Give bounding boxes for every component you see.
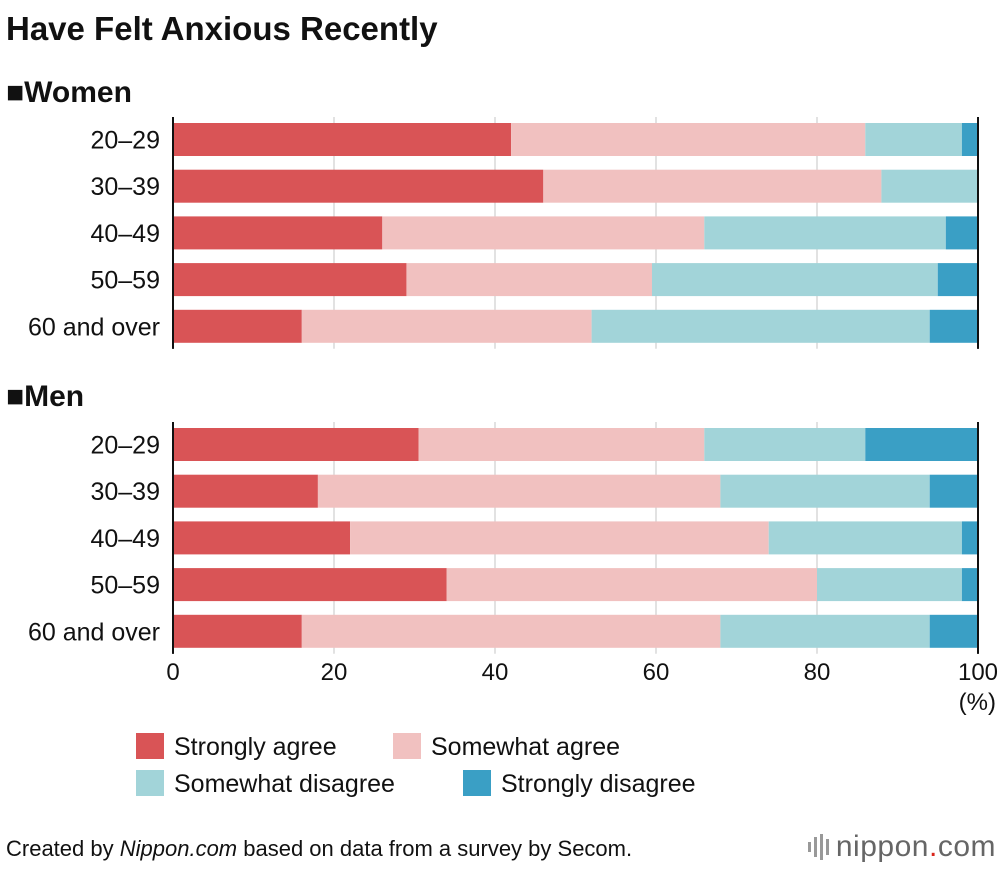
legend-swatch — [463, 770, 491, 796]
category-label: 50–59 — [90, 267, 160, 295]
bar-segment-somewhat-disagree — [704, 216, 946, 250]
x-tick-label: 100 — [958, 659, 998, 686]
legend-swatch — [136, 733, 164, 759]
bar-segment-somewhat-agree — [543, 169, 882, 203]
logo-dot: . — [928, 830, 938, 863]
legend-label: Strongly disagree — [501, 770, 696, 798]
bar-segment-somewhat-agree — [511, 123, 866, 156]
category-label: 20–29 — [90, 432, 160, 460]
bar-segment-strongly-agree — [173, 309, 302, 343]
bar-segment-strongly-agree — [173, 521, 351, 555]
bar-segment-strongly-agree — [173, 474, 318, 508]
bar-segment-somewhat-agree — [317, 474, 721, 508]
legend-label: Somewhat agree — [431, 733, 620, 761]
chart: Have Felt Anxious Recently ■Women 20–29 30–… — [6, 10, 998, 798]
logo-name: nippon — [835, 830, 929, 863]
x-tick-label: 20 — [321, 659, 348, 686]
bar-segment-somewhat-agree — [446, 568, 817, 602]
x-unit-label: (%) — [959, 689, 996, 716]
logo-tld: com — [937, 830, 996, 863]
category-label: 60 and over — [28, 618, 160, 646]
bar-segment-somewhat-agree — [418, 428, 705, 461]
bar-segment-strongly-agree — [173, 568, 447, 602]
bar-segment-somewhat-agree — [406, 263, 652, 297]
legend-swatch — [393, 733, 421, 759]
bar-segment-strongly-agree — [173, 123, 512, 156]
source-suffix: based on data from a survey by Secom. — [237, 836, 633, 861]
bar-segment-strongly-disagree — [937, 263, 978, 297]
bar-segment-strongly-disagree — [929, 309, 978, 343]
category-label: 40–49 — [90, 525, 160, 553]
bar-segment-somewhat-disagree — [704, 428, 866, 461]
bar-segment-somewhat-disagree — [720, 474, 930, 508]
bar-segment-somewhat-agree — [350, 521, 769, 555]
bar-segment-somewhat-agree — [382, 216, 705, 250]
category-label: 60 and over — [28, 313, 160, 341]
bar-segment-somewhat-disagree — [881, 169, 978, 203]
logo-mark-icon — [807, 834, 829, 860]
bar-segment-strongly-disagree — [865, 428, 978, 461]
x-tick-label: 40 — [482, 659, 509, 686]
x-tick-label: 80 — [804, 659, 831, 686]
source-site: Nippon.com — [119, 836, 238, 861]
bar-segment-strongly-disagree — [945, 216, 978, 250]
legend-label: Strongly agree — [174, 733, 337, 761]
bar-segment-somewhat-disagree — [591, 309, 930, 343]
nippon-logo: nippon. com — [807, 830, 996, 864]
bar-segment-strongly-disagree — [929, 474, 978, 508]
chart-title: Have Felt Anxious Recently — [6, 10, 438, 47]
category-label: 30–39 — [90, 478, 160, 506]
bar-segment-somewhat-disagree — [768, 521, 962, 555]
legend-swatch — [136, 770, 164, 796]
bar-segment-strongly-agree — [173, 614, 302, 648]
bar-segment-somewhat-disagree — [720, 614, 930, 648]
panel-label: ■Men — [6, 380, 84, 413]
bar-segment-strongly-agree — [173, 216, 383, 250]
bar-segment-strongly-agree — [173, 428, 419, 461]
category-label: 50–59 — [90, 572, 160, 600]
bar-segment-somewhat-disagree — [817, 568, 962, 602]
bar-segment-somewhat-agree — [301, 614, 721, 648]
category-label: 20–29 — [90, 127, 160, 155]
source-prefix: Created by — [6, 836, 120, 861]
legend-label: Somewhat disagree — [174, 770, 395, 798]
category-label: 40–49 — [90, 220, 160, 248]
source-note: Created by Nippon.com based on data from… — [6, 836, 632, 862]
bar-segment-strongly-disagree — [961, 123, 978, 156]
bar-segment-strongly-disagree — [961, 568, 978, 602]
x-tick-label: 0 — [166, 659, 179, 686]
bar-segment-somewhat-disagree — [865, 123, 962, 156]
panel-label: ■Women — [6, 76, 132, 109]
bar-segment-strongly-agree — [173, 263, 407, 297]
category-label: 30–39 — [90, 173, 160, 201]
bar-segment-strongly-agree — [173, 169, 544, 203]
bar-segment-strongly-disagree — [929, 614, 978, 648]
bar-segment-somewhat-agree — [301, 309, 592, 343]
bar-segment-strongly-disagree — [961, 521, 978, 555]
bar-segment-somewhat-disagree — [651, 263, 938, 297]
x-tick-label: 60 — [643, 659, 670, 686]
